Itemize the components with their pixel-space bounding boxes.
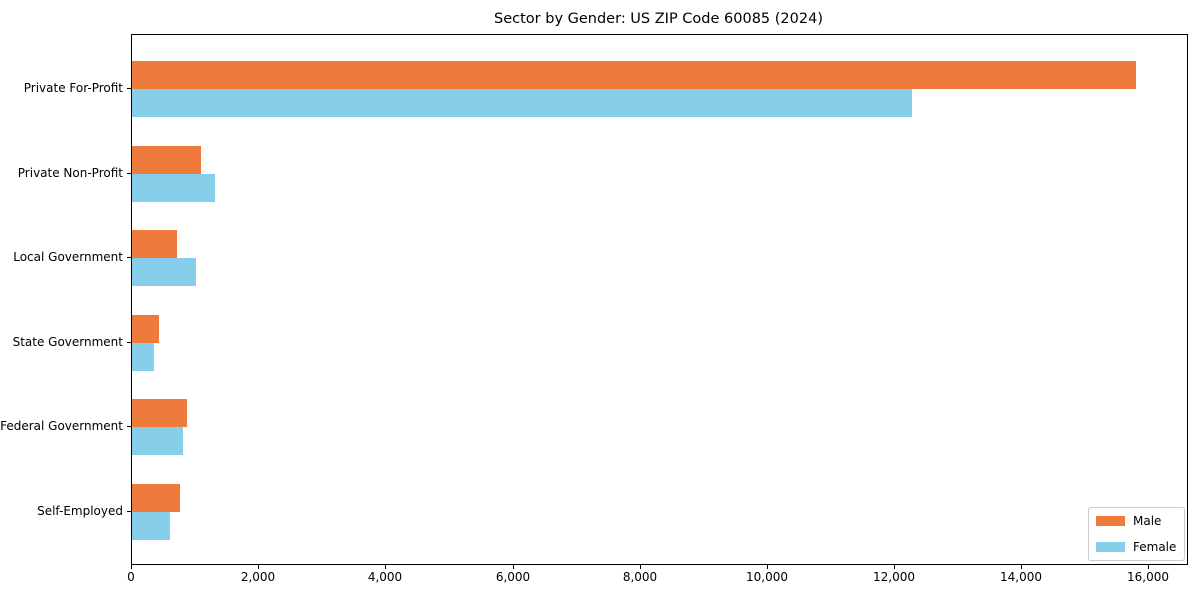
x-tick-label: 4,000 [367,570,403,584]
bar-female-private-for-profit [132,89,912,117]
y-tick-label: Local Government [13,250,123,264]
y-tick-mark [127,257,131,258]
x-tick-mark [1148,565,1149,569]
bar-female-private-non-profit [132,173,215,202]
x-tick-label: 2,000 [240,570,276,584]
bar-female-state-government [132,342,154,371]
legend: Male Female [1088,507,1185,561]
chart-title: Sector by Gender: US ZIP Code 60085 (202… [494,11,823,27]
x-tick-label: 12,000 [873,570,915,584]
x-tick-label: 0 [127,570,135,584]
x-tick-label: 16,000 [1127,570,1169,584]
legend-row-male: Male [1096,514,1176,528]
bar-male-local-government [132,230,177,258]
legend-swatch-female [1096,542,1125,552]
x-tick-mark [894,565,895,569]
legend-label-female: Female [1133,540,1177,554]
x-tick-label: 8,000 [622,570,658,584]
x-tick-mark [385,565,386,569]
x-tick-mark [258,565,259,569]
y-tick-mark [127,510,131,512]
legend-row-female: Female [1096,540,1176,554]
x-tick-mark [131,565,132,569]
bar-female-local-government [132,258,196,286]
y-tick-label: Self-Employed [37,503,123,518]
x-tick-mark [640,565,641,569]
x-tick-mark [1021,565,1022,569]
y-tick-mark [127,88,131,89]
legend-swatch-male [1096,516,1125,526]
bar-male-private-for-profit [132,61,1136,89]
bar-male-private-non-profit [132,145,201,174]
bar-female-self-employed [132,511,170,540]
bar-male-state-government [132,314,159,343]
bar-male-federal-government [132,399,187,427]
bar-male-self-employed [132,483,180,512]
x-tick-label: 6,000 [495,570,531,584]
y-tick-mark [127,426,131,427]
plot-area [131,34,1188,565]
y-tick-label: Federal Government [0,419,123,433]
x-tick-label: 14,000 [1000,570,1042,584]
x-tick-mark [767,565,768,569]
y-tick-label: Private Non-Profit [17,165,123,180]
y-tick-mark [127,341,131,343]
legend-label-male: Male [1133,514,1162,528]
y-tick-label: State Government [12,334,123,349]
x-tick-mark [513,565,514,569]
y-tick-mark [127,172,131,174]
bar-female-federal-government [132,427,183,455]
y-tick-label: Private For-Profit [23,81,123,95]
x-tick-label: 10,000 [746,570,788,584]
